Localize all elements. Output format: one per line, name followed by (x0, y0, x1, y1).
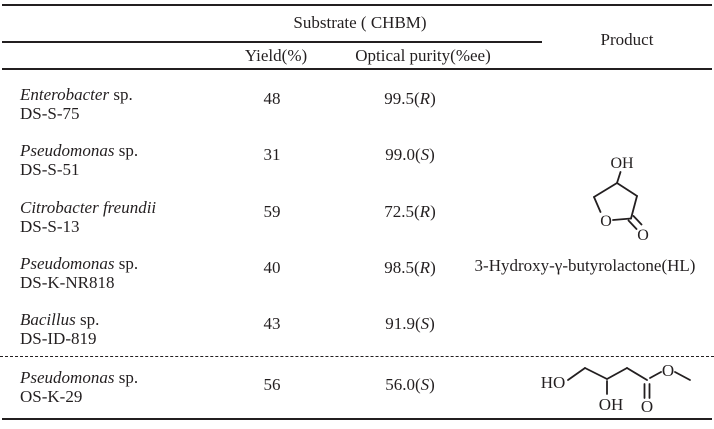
substrate-group-header: Substrate ( CHBM) (293, 13, 427, 32)
yield-value: 43 (263, 314, 281, 333)
yield-value: 59 (263, 202, 281, 221)
butyrolactone-structure: OH O O (593, 155, 649, 244)
product-name-label: 3-Hydroxy-γ-butyrolactone(HL) (474, 256, 696, 275)
strain-name: Pseudomonas sp. DS-K-NR818 (20, 254, 139, 292)
optical-purity-value: 98.5(R) (384, 258, 436, 277)
header-bottom-rule (2, 68, 712, 70)
configuration: R (419, 89, 431, 108)
table-row: Pseudomonas sp. DS-S-51 31 99.0(S) (0, 141, 560, 186)
configuration: S (420, 375, 430, 394)
product-column-header: Product (600, 30, 654, 49)
strain-name: Citrobacter freundii DS-S-13 (20, 198, 157, 236)
table-bottom-rule (2, 418, 712, 420)
strain-code: DS-K-NR818 (20, 272, 115, 292)
optical-purity-value: 99.5(R) (384, 89, 436, 108)
dihydroxybutyrate-ester-structure: HO OH O O (541, 361, 691, 416)
yield-column-header: Yield(%) (244, 46, 308, 65)
table-row: Bacillus sp. DS-ID-819 43 91.9(S) (0, 310, 560, 355)
strain-code: DS-S-75 (20, 103, 80, 123)
configuration: R (419, 258, 431, 277)
strain-name: Pseudomonas sp. OS-K-29 (20, 368, 139, 406)
hydroxyl-label: OH (610, 155, 634, 172)
organism-name: Pseudomonas (20, 141, 115, 160)
yield-value: 31 (263, 145, 281, 164)
optical-purity-value: 56.0(S) (385, 375, 435, 394)
carbonyl-oxygen-label: O (641, 397, 653, 416)
ester-oxygen-label: O (662, 361, 674, 380)
organism-name: Bacillus (20, 310, 76, 329)
table-top-rule (2, 4, 712, 6)
strain-code: DS-S-51 (20, 159, 80, 179)
hydroxymethyl-label: HO (541, 373, 566, 392)
strain-name: Enterobacter sp. DS-S-75 (20, 85, 133, 123)
yield-value: 56 (263, 375, 281, 394)
configuration: R (419, 202, 431, 221)
strain-code: OS-K-29 (20, 386, 83, 406)
carbonyl-oxygen-label: O (637, 227, 649, 244)
table-row: Citrobacter freundii DS-S-13 59 72.5(R) (0, 198, 560, 243)
table-row: Pseudomonas sp. DS-K-NR818 40 98.5(R) (0, 254, 560, 299)
strain-code: DS-ID-819 (20, 328, 97, 348)
optical-purity-column-header: Optical purity(%ee) (355, 46, 491, 65)
organism-name: Enterobacter (20, 85, 110, 104)
organism-name: Citrobacter freundii (20, 198, 157, 217)
ring-oxygen-label: O (600, 213, 612, 230)
substrate-span-rule (2, 41, 542, 43)
optical-purity-value: 72.5(R) (384, 202, 436, 221)
organism-name: Pseudomonas (20, 368, 115, 387)
optical-purity-value: 99.0(S) (385, 145, 435, 164)
yield-value: 48 (263, 89, 281, 108)
configuration: S (420, 314, 430, 333)
yield-value: 40 (263, 258, 281, 277)
hydroxyl-label: OH (599, 395, 624, 414)
strain-code: DS-S-13 (20, 216, 80, 236)
strain-name: Bacillus sp. DS-ID-819 (20, 310, 100, 348)
section-divider-dashed-rule (0, 356, 714, 357)
optical-purity-value: 91.9(S) (385, 314, 435, 333)
organism-name: Pseudomonas (20, 254, 115, 273)
table-row: Pseudomonas sp. OS-K-29 56 56.0(S) (0, 368, 560, 413)
table-row: Enterobacter sp. DS-S-75 48 99.5(R) (0, 85, 560, 130)
strain-name: Pseudomonas sp. DS-S-51 (20, 141, 139, 179)
configuration: S (420, 145, 430, 164)
